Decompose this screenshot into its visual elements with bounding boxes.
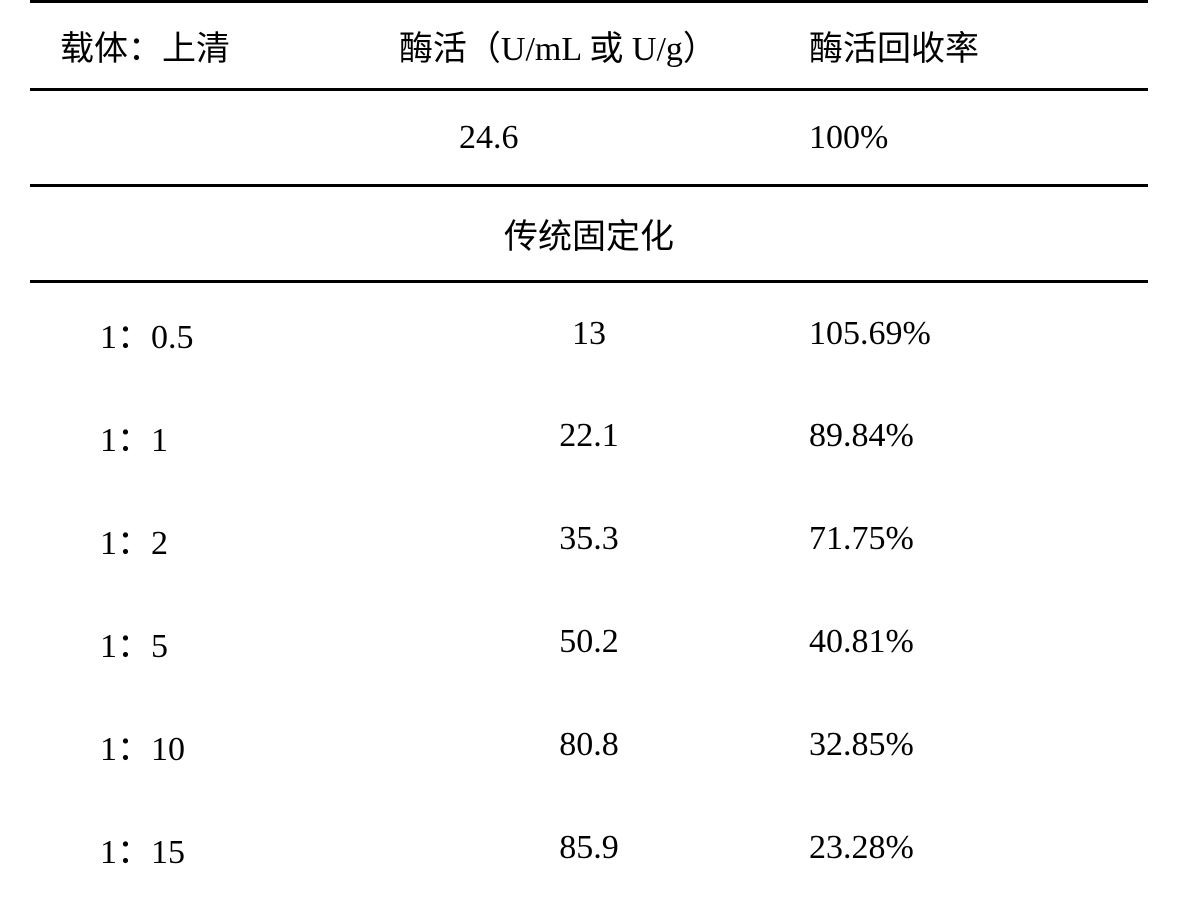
recovery-cell: 23.28%	[779, 797, 1148, 900]
recovery-cell: 32.85%	[779, 694, 1148, 797]
ratio-cell: 1：2	[30, 488, 399, 591]
table-row: 1：0.5 13 105.69%	[30, 282, 1148, 385]
column-header-carrier: 载体：上清	[30, 2, 399, 90]
baseline-activity-cell: 24.6	[399, 90, 779, 186]
column-header-recovery: 酶活回收率	[779, 2, 1148, 90]
activity-cell: 35.3	[399, 488, 779, 591]
activity-cell: 13	[399, 282, 779, 385]
recovery-cell: 105.69%	[779, 282, 1148, 385]
activity-cell: 22.1	[399, 385, 779, 488]
section-header-row: 传统固定化	[30, 186, 1148, 282]
ratio-cell: 1：10	[30, 694, 399, 797]
table-row: 1：5 50.2 40.81%	[30, 591, 1148, 694]
table-row: 1：1 22.1 89.84%	[30, 385, 1148, 488]
baseline-row: 24.6 100%	[30, 90, 1148, 186]
column-header-activity: 酶活（U/mL 或 U/g）	[399, 2, 779, 90]
table-header-row: 载体：上清 酶活（U/mL 或 U/g） 酶活回收率	[30, 2, 1148, 90]
table-row: 1：10 80.8 32.85%	[30, 694, 1148, 797]
activity-cell: 50.2	[399, 591, 779, 694]
section-header-cell: 传统固定化	[30, 186, 1148, 282]
table-row: 1：15 85.9 23.28%	[30, 797, 1148, 900]
activity-cell: 85.9	[399, 797, 779, 900]
recovery-cell: 40.81%	[779, 591, 1148, 694]
table-row: 1：2 35.3 71.75%	[30, 488, 1148, 591]
baseline-ratio-cell	[30, 90, 399, 186]
baseline-recovery-cell: 100%	[779, 90, 1148, 186]
activity-cell: 80.8	[399, 694, 779, 797]
ratio-cell: 1：5	[30, 591, 399, 694]
recovery-cell: 89.84%	[779, 385, 1148, 488]
enzyme-activity-table: 载体：上清 酶活（U/mL 或 U/g） 酶活回收率 24.6 100% 传统固…	[30, 0, 1148, 900]
ratio-cell: 1：15	[30, 797, 399, 900]
ratio-cell: 1：1	[30, 385, 399, 488]
ratio-cell: 1：0.5	[30, 282, 399, 385]
recovery-cell: 71.75%	[779, 488, 1148, 591]
